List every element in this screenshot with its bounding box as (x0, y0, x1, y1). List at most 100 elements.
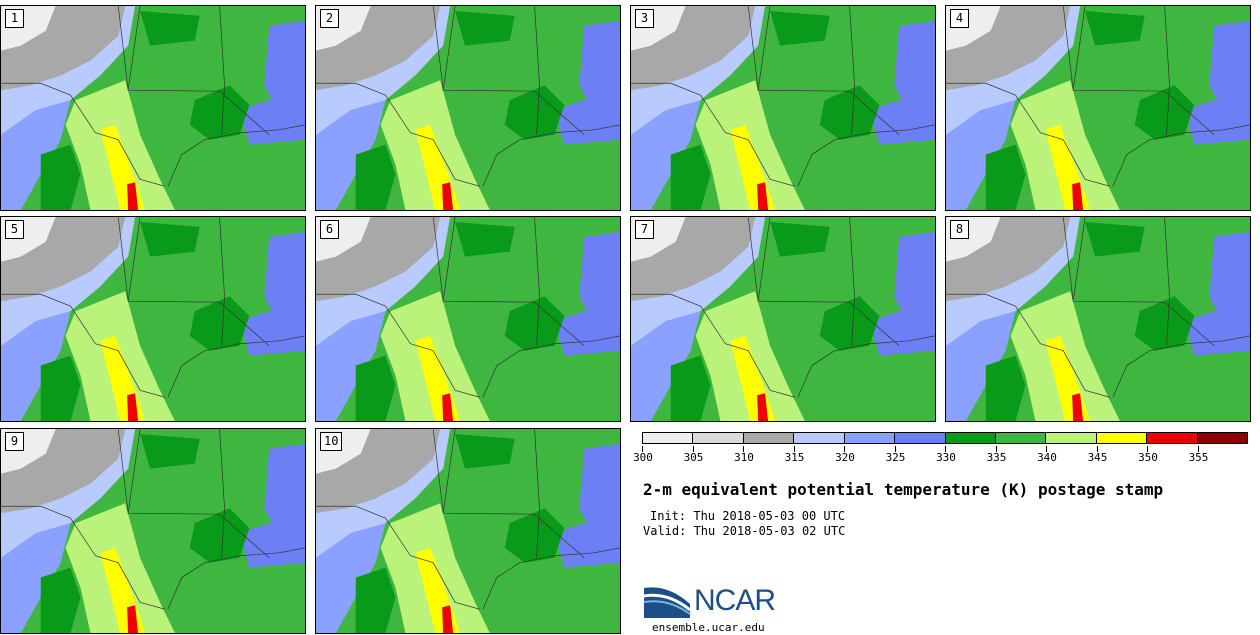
map-contour-region (1072, 393, 1084, 421)
panel-number-label: 8 (950, 220, 969, 239)
legend-swatch (794, 433, 845, 443)
panel-number-label: 10 (320, 432, 343, 451)
map-boundary-line (1112, 124, 1250, 187)
map-contour-region (442, 393, 454, 421)
map-panel-7: 7 (630, 216, 936, 422)
panel-number-label: 1 (5, 9, 24, 28)
map-boundary-line (1112, 335, 1250, 398)
map-contour-region (239, 523, 305, 568)
map-boundary-line (849, 6, 855, 135)
map-panel-1: 1 (0, 5, 306, 211)
map-boundary-line (849, 217, 855, 346)
legend-swatch (743, 433, 795, 443)
map-boundary-line (1062, 6, 1215, 135)
map-contour-region (239, 100, 305, 145)
map-boundary-line (534, 6, 540, 135)
map-boundary-line (534, 217, 540, 346)
legend-tick-label: 320 (835, 451, 855, 464)
legend-tick (692, 446, 694, 452)
map-contour-region (355, 355, 396, 421)
map-contour-region (1134, 85, 1195, 140)
map-contour-region (140, 433, 200, 469)
map-contour-region (504, 508, 565, 563)
map-boundary-line (127, 6, 141, 91)
map-boundary-line (316, 293, 481, 398)
map-contour-region (1134, 296, 1195, 351)
map-contour-region (770, 10, 830, 46)
legend-tick (894, 446, 896, 452)
map-field (1, 6, 305, 210)
map-contour-region (1184, 311, 1250, 356)
legend-swatch (1096, 433, 1148, 443)
map-boundary-line (117, 6, 270, 135)
map-boundary-line (432, 217, 585, 346)
map-contour-region (1184, 100, 1250, 145)
map-contour-region (1085, 221, 1145, 257)
legend-tick-label: 315 (784, 451, 805, 464)
map-contour-region (504, 85, 565, 140)
map-contour-region (819, 85, 880, 140)
map-contour-region (316, 523, 386, 633)
legend-swatch (895, 433, 946, 443)
map-contour-region (264, 231, 305, 336)
map-contour-region (670, 144, 711, 210)
map-contour-region (1209, 20, 1250, 125)
map-contour-region (670, 355, 711, 421)
map-contour-region (316, 100, 386, 210)
map-boundary-line (219, 6, 225, 135)
map-panel-9: 9 (0, 428, 306, 634)
map-field (1, 429, 305, 633)
legend-tick (793, 446, 795, 452)
map-boundary-line (1, 505, 166, 610)
map-contour-region (985, 144, 1026, 210)
map-boundary-line (167, 124, 305, 187)
map-boundary-line (316, 82, 481, 187)
map-panel-4: 4 (945, 5, 1251, 211)
panel-number-label: 7 (635, 220, 654, 239)
map-boundary-line (747, 217, 900, 346)
map-contour-region (894, 231, 935, 336)
legend-tick-label: 305 (683, 451, 704, 464)
legend-tick-label: 330 (936, 451, 956, 464)
legend-tick (1197, 446, 1199, 452)
map-field (316, 429, 620, 633)
map-boundary-line (946, 82, 1111, 187)
legend-tick (945, 446, 946, 452)
map-boundary-line (117, 217, 270, 346)
legend-tick-label: 300 (633, 451, 653, 464)
map-contour-region (631, 100, 701, 210)
ncar-url: ensemble.ucar.edu (652, 621, 765, 634)
map-boundary-line (797, 335, 935, 398)
map-contour-region (316, 311, 386, 421)
panel-number-label: 5 (5, 220, 24, 239)
panel-number-label: 3 (635, 9, 654, 28)
map-boundary-line (117, 429, 270, 558)
panel-number-label: 4 (950, 9, 969, 28)
map-panel-3: 3 (630, 5, 936, 211)
map-contour-region (770, 221, 830, 257)
map-contour-region (554, 100, 620, 145)
map-field (1, 217, 305, 421)
legend-swatch (643, 433, 694, 443)
legend-tick-label: 350 (1138, 451, 1158, 464)
legend-tick-label: 345 (1087, 451, 1108, 464)
map-contour-region (504, 296, 565, 351)
map-contour-region (1085, 10, 1145, 46)
map-boundary-line (757, 6, 771, 91)
map-panel-8: 8 (945, 216, 1251, 422)
map-contour-region (579, 443, 620, 548)
map-contour-region (189, 85, 250, 140)
map-contour-region (869, 311, 935, 356)
legend-tick (1147, 446, 1148, 452)
map-contour-region (869, 100, 935, 145)
map-contour-region (894, 20, 935, 125)
legend-swatch (844, 433, 896, 443)
map-boundary-line (482, 547, 620, 610)
legend-swatch (995, 433, 1047, 443)
map-contour-region (239, 311, 305, 356)
map-contour-region (579, 20, 620, 125)
map-boundary-line (127, 217, 141, 302)
map-field (316, 6, 620, 210)
map-field (631, 6, 935, 210)
map-contour-region (442, 182, 454, 210)
